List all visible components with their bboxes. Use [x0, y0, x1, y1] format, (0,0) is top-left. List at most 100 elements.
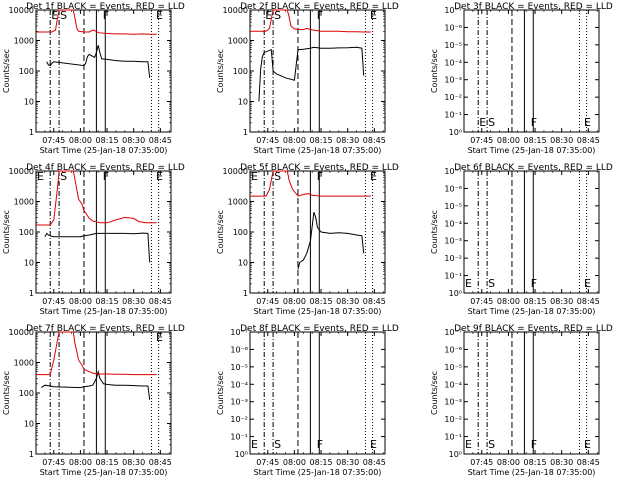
x-axis-label: Start Time (25-Jan-18 07:35:00) — [254, 146, 382, 155]
y-tick-label: 10⁻¹ — [444, 272, 462, 281]
event-marker: S — [60, 9, 67, 22]
y-axis-label: Counts/sec — [430, 210, 439, 254]
event-marker: E — [584, 438, 591, 451]
x-tick-label: 08:45 — [149, 458, 172, 467]
x-tick-label: 08:45 — [577, 297, 600, 306]
series-group — [36, 9, 157, 78]
x-tick-label: 08:15 — [310, 136, 333, 145]
y-axis-label: Counts/sec — [2, 49, 11, 93]
x-tick-label: 08:30 — [550, 136, 573, 145]
lld-series-line — [36, 9, 157, 35]
lld-series-line — [250, 9, 371, 33]
y-tick-label: 10⁻² — [230, 415, 248, 424]
y-tick-label: 10 — [24, 420, 34, 429]
event-marker: F — [531, 277, 537, 290]
y-tick-label: 1000 — [14, 198, 34, 207]
y-tick-label: 10 — [24, 259, 34, 268]
y-tick-label: 10000 — [9, 167, 34, 176]
series-group — [250, 170, 371, 270]
x-axis-label: Start Time (25-Jan-18 07:35:00) — [40, 146, 168, 155]
x-axis-label: Start Time (25-Jan-18 07:35:00) — [468, 307, 596, 316]
event-marker: E — [584, 116, 591, 129]
x-tick-label: 08:45 — [577, 136, 600, 145]
y-tick-label: 10⁻¹ — [444, 433, 462, 442]
x-tick-label: 07:45 — [256, 297, 279, 306]
y-tick-label: 10⁻⁶ — [444, 184, 462, 193]
x-tick-label: 08:00 — [283, 458, 306, 467]
y-tick-label: 10⁻² — [444, 93, 462, 102]
y-tick-label: 10⁻¹ — [444, 111, 462, 120]
x-tick-label: 08:30 — [122, 458, 145, 467]
x-tick-label: 08:00 — [497, 297, 520, 306]
x-tick-label: 08:30 — [336, 458, 359, 467]
y-tick-label: 10⁻⁶ — [444, 23, 462, 32]
event-marker: E — [370, 438, 377, 451]
y-tick-label: 10⁰ — [449, 289, 462, 298]
chart-title: Det 5f BLACK = Events, RED = LLD — [240, 163, 399, 173]
x-tick-label: 08:45 — [577, 458, 600, 467]
y-axis-label: Counts/sec — [216, 49, 225, 93]
x-tick-label: 07:45 — [42, 136, 65, 145]
chart-panel-2: Det 2f BLACK = Events, RED = LLD 1 10 100 10… — [216, 2, 399, 155]
event-marker: F — [531, 438, 537, 451]
x-tick-label: 08:30 — [550, 458, 573, 467]
lld-series-line — [36, 170, 157, 226]
chart-title: Det 4f BLACK = Events, RED = LLD — [26, 163, 185, 173]
y-tick-label: 1 — [243, 289, 248, 298]
x-axis-label: Start Time (25-Jan-18 07:35:00) — [468, 146, 596, 155]
y-tick-label: 10⁻⁷ — [230, 328, 248, 337]
y-tick-label: 10⁻⁵ — [444, 202, 462, 211]
y-tick-label: 10⁻³ — [444, 76, 462, 85]
y-axis-label: Counts/sec — [2, 210, 11, 254]
y-tick-label: 10⁻⁴ — [444, 380, 462, 389]
chart-panel-1: Det 1f BLACK = Events, RED = LLD 1 10 100 10… — [2, 2, 185, 155]
x-tick-label: 08:45 — [363, 458, 386, 467]
x-tick-label: 07:45 — [256, 458, 279, 467]
event-marker: E — [370, 9, 377, 22]
y-axis-label: Counts/sec — [216, 371, 225, 415]
y-tick-label: 100 — [233, 228, 248, 237]
x-tick-label: 08:00 — [69, 136, 92, 145]
x-tick-label: 08:00 — [69, 297, 92, 306]
y-tick-label: 10⁻⁵ — [444, 363, 462, 372]
y-tick-label: 1000 — [14, 359, 34, 368]
event-marker: E — [265, 9, 272, 22]
x-tick-label: 07:45 — [42, 458, 65, 467]
events-series-line — [258, 46, 365, 102]
x-axis-label: Start Time (25-Jan-18 07:35:00) — [254, 468, 382, 477]
x-tick-label: 08:30 — [550, 297, 573, 306]
x-tick-label: 07:45 — [42, 297, 65, 306]
y-tick-label: 10⁻⁵ — [444, 41, 462, 50]
y-axis-label: Counts/sec — [2, 371, 11, 415]
series-group — [36, 331, 157, 400]
plot-frame — [463, 170, 600, 294]
x-tick-label: 08:00 — [283, 136, 306, 145]
chart-panel-9: Det 9f BLACK = Events, RED = LLD 10⁰ 10⁻¹ 1… — [430, 324, 613, 477]
x-tick-label: 08:30 — [122, 136, 145, 145]
event-marker: E — [251, 170, 258, 183]
chart-title: Det 8f BLACK = Events, RED = LLD — [240, 324, 399, 334]
chart-panel-8: Det 8f BLACK = Events, RED = LLD 10⁰ 10⁻¹ 1… — [216, 324, 399, 477]
plot-frame — [463, 9, 600, 133]
x-tick-label: 08:30 — [336, 136, 359, 145]
y-tick-label: 10⁻³ — [230, 398, 248, 407]
x-axis-label: Start Time (25-Jan-18 07:35:00) — [468, 468, 596, 477]
y-tick-label: 10⁻⁴ — [444, 219, 462, 228]
event-marker: S — [274, 9, 281, 22]
y-tick-label: 1 — [29, 289, 34, 298]
x-tick-label: 08:30 — [336, 297, 359, 306]
y-tick-label: 10⁰ — [449, 128, 462, 137]
x-tick-label: 08:15 — [96, 297, 119, 306]
y-tick-label: 1 — [29, 128, 34, 137]
y-tick-label: 10⁻³ — [444, 237, 462, 246]
event-marker: F — [317, 170, 323, 183]
x-tick-label: 07:45 — [470, 458, 493, 467]
y-tick-label: 10⁻⁷ — [444, 328, 462, 337]
chart-panel-7: Det 7f BLACK = Events, RED = LLD 1 10 100 10… — [2, 324, 185, 477]
x-tick-label: 08:15 — [96, 136, 119, 145]
y-tick-label: 10⁻² — [444, 415, 462, 424]
events-series-line — [297, 211, 365, 270]
x-tick-label: 08:00 — [283, 297, 306, 306]
plot-frame — [249, 331, 386, 455]
event-marker: E — [584, 277, 591, 290]
